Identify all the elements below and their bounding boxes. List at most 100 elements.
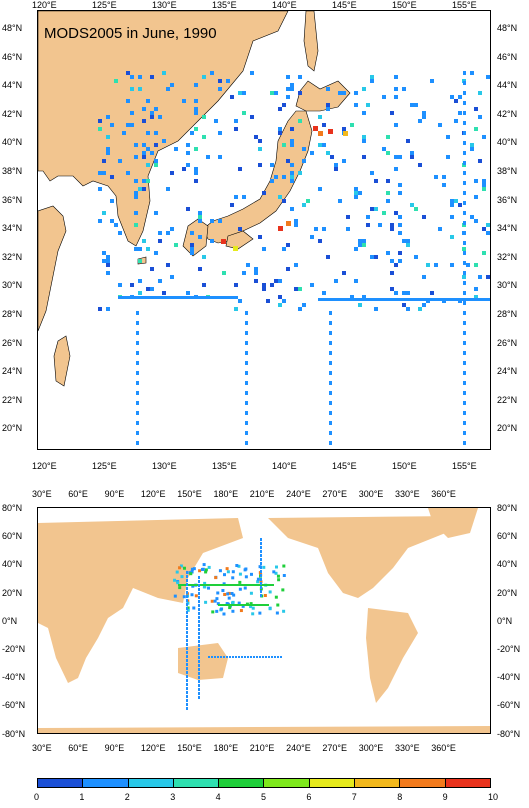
observation-cell xyxy=(226,570,230,574)
observation-cell xyxy=(208,584,211,586)
observation-cell xyxy=(198,612,200,615)
observation-cell xyxy=(232,584,235,586)
observation-cell xyxy=(186,683,188,686)
observation-cell xyxy=(370,255,374,259)
observation-cell xyxy=(463,111,466,115)
observation-cell xyxy=(130,87,134,91)
lon-label: 140°E xyxy=(272,461,297,471)
observation-cell xyxy=(245,381,248,385)
observation-cell xyxy=(256,584,259,586)
observation-cell xyxy=(237,564,241,568)
colorbar-label: 7 xyxy=(351,792,357,802)
observation-cell xyxy=(418,307,422,311)
observation-cell xyxy=(398,259,402,263)
observation-cell xyxy=(250,584,253,586)
observation-cell xyxy=(274,91,278,95)
observation-cell xyxy=(126,296,130,299)
observation-cell xyxy=(198,588,200,591)
observation-cell xyxy=(244,584,247,586)
observation-cell xyxy=(463,251,466,255)
observation-cell xyxy=(186,595,188,598)
observation-cell xyxy=(218,87,222,91)
observation-cell xyxy=(106,135,110,139)
observation-cell xyxy=(402,291,406,295)
observation-cell xyxy=(244,567,248,571)
lon-label: 30°E xyxy=(32,743,52,753)
observation-cell xyxy=(342,159,346,163)
observation-cell xyxy=(220,607,224,611)
observation-cell xyxy=(276,574,280,578)
observation-cell xyxy=(114,79,118,83)
observation-cell xyxy=(98,307,102,311)
observation-cell xyxy=(462,247,466,251)
observation-cell xyxy=(322,291,326,295)
observation-cell xyxy=(192,567,196,571)
observation-cell xyxy=(106,151,110,155)
observation-cell xyxy=(298,287,302,291)
observation-cell xyxy=(198,640,200,643)
lat-label: 40°N xyxy=(2,559,23,570)
observation-cell xyxy=(280,656,282,658)
observation-cell xyxy=(398,215,402,219)
land-global xyxy=(38,508,490,733)
observation-cell xyxy=(398,251,402,255)
observation-cell xyxy=(370,171,374,175)
observation-cell xyxy=(208,656,210,658)
observation-cell xyxy=(203,581,207,585)
observation-cell xyxy=(178,566,182,570)
observation-cell xyxy=(274,571,278,575)
observation-cell xyxy=(268,590,272,594)
observation-cell xyxy=(176,581,180,585)
observation-cell xyxy=(223,656,225,658)
observation-cell xyxy=(154,251,158,255)
observation-cell xyxy=(202,585,206,589)
observation-cell xyxy=(158,296,162,299)
lon-label: 145°E xyxy=(332,0,357,10)
observation-cell xyxy=(470,147,474,151)
observation-cell xyxy=(186,623,188,626)
observation-cell xyxy=(245,371,248,375)
observation-cell xyxy=(318,143,322,147)
observation-cell xyxy=(329,361,332,365)
observation-cell xyxy=(186,571,188,574)
observation-cell xyxy=(202,75,206,79)
observation-cell xyxy=(251,612,255,616)
lon-label: 300°E xyxy=(358,489,384,499)
observation-cell xyxy=(268,656,270,658)
observation-cell xyxy=(106,307,110,311)
observation-cell xyxy=(466,298,470,301)
observation-cell xyxy=(462,298,466,301)
observation-cell xyxy=(210,296,214,299)
observation-cell xyxy=(414,207,418,211)
lat-label: -80°N xyxy=(497,728,521,739)
observation-cell xyxy=(198,648,200,651)
observation-cell xyxy=(231,570,235,574)
observation-cell xyxy=(142,296,146,299)
observation-cell xyxy=(98,219,102,223)
observation-cell xyxy=(202,283,206,287)
observation-cell xyxy=(260,566,262,569)
observation-cell xyxy=(254,279,258,283)
observation-cell xyxy=(198,684,200,687)
lon-label: 135°E xyxy=(212,461,237,471)
observation-cell xyxy=(186,651,188,654)
observation-cell xyxy=(386,298,390,301)
observation-cell xyxy=(218,219,222,223)
observation-cell xyxy=(342,91,346,95)
observation-cell xyxy=(186,615,188,618)
observation-cell xyxy=(218,604,221,606)
lat-label: 30°N xyxy=(497,280,518,291)
observation-cell xyxy=(136,311,139,315)
observation-cell xyxy=(354,191,358,195)
observation-cell xyxy=(370,298,374,301)
observation-cell xyxy=(274,595,278,599)
observation-cell xyxy=(394,263,398,267)
observation-cell xyxy=(234,119,238,123)
observation-cell xyxy=(182,296,186,299)
observation-cell xyxy=(474,107,478,111)
observation-cell xyxy=(136,321,139,325)
lon-label: 90°E xyxy=(104,489,125,499)
observation-cell xyxy=(154,296,158,299)
observation-cell xyxy=(234,195,238,199)
observation-cell xyxy=(154,163,158,167)
